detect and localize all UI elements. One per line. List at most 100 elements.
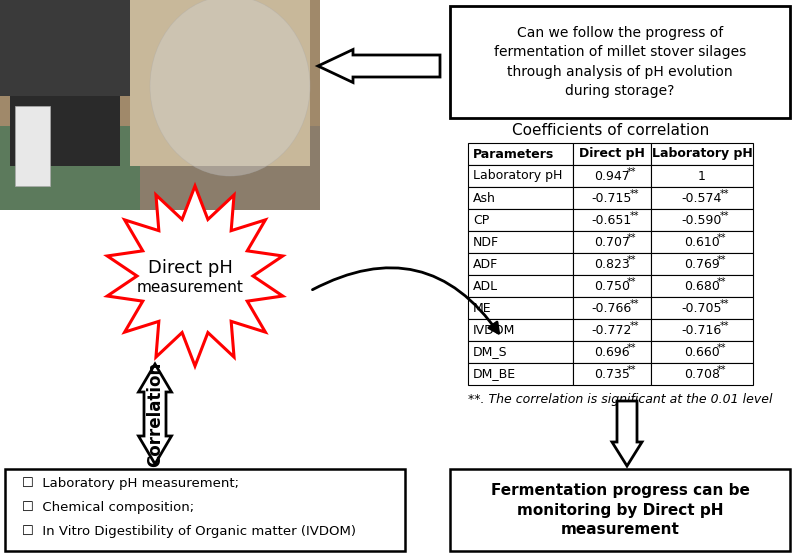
Bar	[468, 341, 573, 363]
Text: 0.680: 0.680	[684, 280, 720, 292]
Text: -0.716: -0.716	[682, 324, 722, 336]
Text: 0.660: 0.660	[684, 345, 720, 359]
Bar	[573, 341, 651, 363]
Bar	[651, 341, 753, 363]
Text: ☐  Chemical composition;: ☐ Chemical composition;	[22, 502, 194, 514]
Bar	[651, 143, 753, 165]
Bar	[651, 165, 753, 187]
Text: ADF: ADF	[473, 257, 498, 271]
Text: **: **	[630, 321, 638, 331]
Text: **: **	[719, 299, 729, 309]
Bar	[573, 165, 651, 187]
Text: Ash: Ash	[473, 191, 496, 205]
Text: **: **	[626, 365, 636, 375]
Bar	[468, 253, 573, 275]
Text: **: **	[626, 167, 636, 177]
Text: 0.769: 0.769	[684, 257, 720, 271]
Text: **: **	[626, 277, 636, 287]
Text: Fermentation progress can be
monitoring by Direct pH
measurement: Fermentation progress can be monitoring …	[490, 483, 750, 537]
Bar	[573, 297, 651, 319]
Text: **: **	[630, 299, 638, 309]
Text: ☐  In Vitro Digestibility of Organic matter (IVDOM): ☐ In Vitro Digestibility of Organic matt…	[22, 525, 356, 539]
Bar	[651, 209, 753, 231]
Bar	[573, 253, 651, 275]
Text: **: **	[626, 255, 636, 265]
Bar	[0, 0, 320, 210]
Bar	[573, 231, 651, 253]
Text: DM_BE: DM_BE	[473, 368, 516, 380]
Bar	[651, 231, 753, 253]
Bar	[573, 143, 651, 165]
Text: 1: 1	[698, 170, 706, 182]
Polygon shape	[612, 401, 642, 466]
Text: 0.750: 0.750	[594, 280, 630, 292]
Bar	[651, 319, 753, 341]
Bar	[15, 106, 50, 186]
Bar	[450, 469, 790, 551]
Bar	[573, 363, 651, 385]
Text: 0.707: 0.707	[594, 236, 630, 249]
Bar	[573, 319, 651, 341]
Text: **: **	[717, 233, 726, 243]
Text: CP: CP	[473, 214, 490, 226]
Text: ME: ME	[473, 301, 492, 315]
Text: Correlation: Correlation	[146, 361, 164, 466]
Text: 0.708: 0.708	[684, 368, 720, 380]
Text: **: **	[717, 277, 726, 287]
Bar	[573, 275, 651, 297]
Text: Can we follow the progress of
fermentation of millet stover silages
through anal: Can we follow the progress of fermentati…	[494, 26, 746, 98]
Bar	[468, 275, 573, 297]
Text: **: **	[717, 365, 726, 375]
Text: Direct pH: Direct pH	[147, 259, 233, 277]
Polygon shape	[138, 364, 171, 464]
Text: Parameters: Parameters	[473, 147, 554, 161]
Text: ADL: ADL	[473, 280, 498, 292]
Text: **. The correlation is significant at the 0.01 level: **. The correlation is significant at th…	[468, 393, 773, 406]
Bar	[0, 0, 130, 96]
Text: 0.823: 0.823	[594, 257, 630, 271]
Text: -0.715: -0.715	[592, 191, 632, 205]
Bar	[130, 0, 310, 166]
Text: -0.766: -0.766	[592, 301, 632, 315]
Bar	[468, 143, 573, 165]
Bar	[573, 209, 651, 231]
Text: -0.590: -0.590	[682, 214, 722, 226]
Text: measurement: measurement	[137, 280, 243, 295]
Bar	[468, 297, 573, 319]
Ellipse shape	[150, 0, 310, 176]
Bar	[651, 187, 753, 209]
Text: **: **	[717, 343, 726, 353]
Text: **: **	[626, 343, 636, 353]
Text: **: **	[626, 233, 636, 243]
Bar	[573, 187, 651, 209]
Text: **: **	[630, 189, 638, 199]
Bar	[468, 209, 573, 231]
Bar	[468, 363, 573, 385]
Text: Laboratory pH: Laboratory pH	[473, 170, 562, 182]
Bar	[468, 231, 573, 253]
Text: 0.610: 0.610	[684, 236, 720, 249]
Bar	[468, 165, 573, 187]
Text: Coefficients of correlation: Coefficients of correlation	[512, 123, 709, 138]
Bar	[468, 187, 573, 209]
Text: **: **	[717, 255, 726, 265]
Text: 0.947: 0.947	[594, 170, 630, 182]
Bar	[651, 363, 753, 385]
Bar	[651, 297, 753, 319]
Polygon shape	[318, 49, 440, 82]
Text: -0.574: -0.574	[682, 191, 722, 205]
Bar	[0, 0, 140, 210]
Bar	[450, 6, 790, 118]
Text: 0.735: 0.735	[594, 368, 630, 380]
Text: **: **	[719, 189, 729, 199]
Text: IVDOM: IVDOM	[473, 324, 515, 336]
Polygon shape	[107, 186, 282, 366]
Text: Laboratory pH: Laboratory pH	[652, 147, 752, 161]
Text: DM_S: DM_S	[473, 345, 508, 359]
Text: NDF: NDF	[473, 236, 499, 249]
Bar	[0, 0, 320, 126]
Bar	[651, 253, 753, 275]
Bar	[651, 275, 753, 297]
Text: 0.696: 0.696	[594, 345, 630, 359]
FancyArrowPatch shape	[313, 268, 498, 333]
